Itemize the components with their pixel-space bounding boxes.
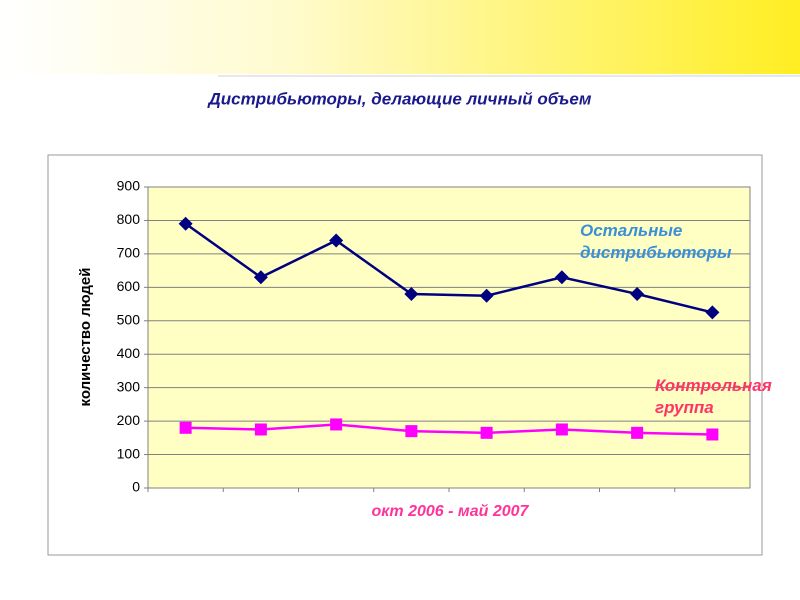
- y-tick-label: 500: [117, 311, 141, 327]
- header-band: [0, 0, 800, 74]
- marker: [404, 287, 419, 302]
- y-axis-label: количество людей: [77, 268, 94, 407]
- series-label: Остальные дистрибьюторы: [580, 221, 732, 262]
- marker: [631, 426, 644, 439]
- series-label: Контрольная группа: [655, 376, 772, 417]
- marker: [480, 426, 493, 439]
- chart-title: Дистрибьюторы, делающие личный объем: [207, 89, 592, 108]
- marker: [330, 418, 343, 431]
- marker: [179, 421, 192, 434]
- x-axis-label: окт 2006 - май 2007: [372, 503, 530, 520]
- plot-area: [147, 186, 751, 489]
- marker: [253, 270, 268, 285]
- y-tick-label: 400: [117, 345, 141, 361]
- y-tick-label: 0: [132, 479, 140, 495]
- y-tick-label: 300: [117, 378, 141, 394]
- marker: [554, 270, 569, 285]
- y-tick-label: 200: [117, 412, 141, 428]
- marker: [405, 425, 418, 438]
- y-tick-label: 800: [117, 211, 141, 227]
- marker: [178, 216, 193, 231]
- y-tick-label: 900: [117, 178, 141, 194]
- marker: [329, 233, 344, 248]
- series-line: [185, 423, 713, 436]
- marker: [555, 423, 568, 436]
- y-tick-label: 600: [117, 278, 141, 294]
- marker: [479, 288, 494, 303]
- marker: [254, 423, 267, 436]
- marker: [630, 287, 645, 302]
- y-tick-label: 100: [117, 445, 141, 461]
- series-line: [184, 222, 713, 314]
- marker: [706, 428, 719, 441]
- marker: [705, 305, 720, 320]
- y-tick-label: 700: [117, 245, 141, 261]
